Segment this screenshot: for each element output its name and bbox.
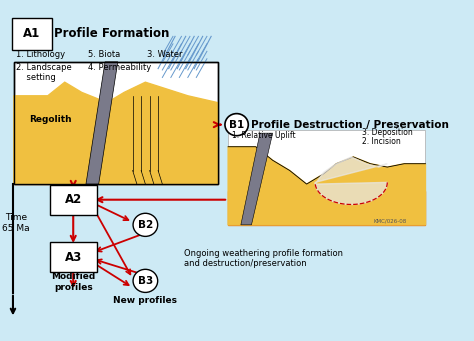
Text: Profile Destruction / Preservation: Profile Destruction / Preservation	[252, 120, 449, 130]
Polygon shape	[315, 157, 387, 205]
Polygon shape	[228, 147, 426, 225]
FancyBboxPatch shape	[50, 185, 97, 214]
Ellipse shape	[133, 269, 158, 293]
Text: Regolith: Regolith	[28, 115, 71, 124]
Text: 2. Incision: 2. Incision	[362, 136, 401, 146]
Text: 2. Landscape
    setting: 2. Landscape setting	[16, 62, 72, 82]
Ellipse shape	[225, 114, 248, 136]
Text: KMC/026-08: KMC/026-08	[373, 218, 406, 223]
Polygon shape	[14, 82, 218, 184]
Polygon shape	[241, 133, 273, 225]
Text: B3: B3	[138, 276, 153, 286]
Polygon shape	[228, 191, 426, 225]
FancyBboxPatch shape	[12, 18, 52, 50]
Text: 5. Biota: 5. Biota	[88, 50, 120, 59]
FancyBboxPatch shape	[50, 242, 97, 272]
Text: Modified
profiles: Modified profiles	[51, 272, 95, 292]
Polygon shape	[86, 62, 118, 184]
Text: B1: B1	[229, 120, 244, 130]
Text: 3. Deposition: 3. Deposition	[362, 128, 412, 137]
Text: Time
65 Ma: Time 65 Ma	[2, 213, 30, 233]
Text: 1. Lithology: 1. Lithology	[16, 50, 65, 59]
Text: B2: B2	[138, 220, 153, 230]
Text: 4. Permeability: 4. Permeability	[88, 62, 151, 72]
FancyBboxPatch shape	[14, 62, 218, 184]
Polygon shape	[14, 136, 218, 184]
Text: A3: A3	[64, 251, 82, 264]
Text: Profile Formation: Profile Formation	[54, 27, 170, 40]
Text: 1. Relative Uplift: 1. Relative Uplift	[232, 131, 296, 140]
Text: Ongoing weathering profile formation
and destruction/preservation: Ongoing weathering profile formation and…	[183, 249, 343, 268]
Text: A1: A1	[23, 27, 41, 40]
FancyBboxPatch shape	[228, 130, 426, 225]
Text: 3. Water: 3. Water	[147, 50, 183, 59]
Text: New profiles: New profiles	[113, 296, 177, 305]
Ellipse shape	[133, 213, 158, 236]
Text: A2: A2	[64, 193, 82, 206]
